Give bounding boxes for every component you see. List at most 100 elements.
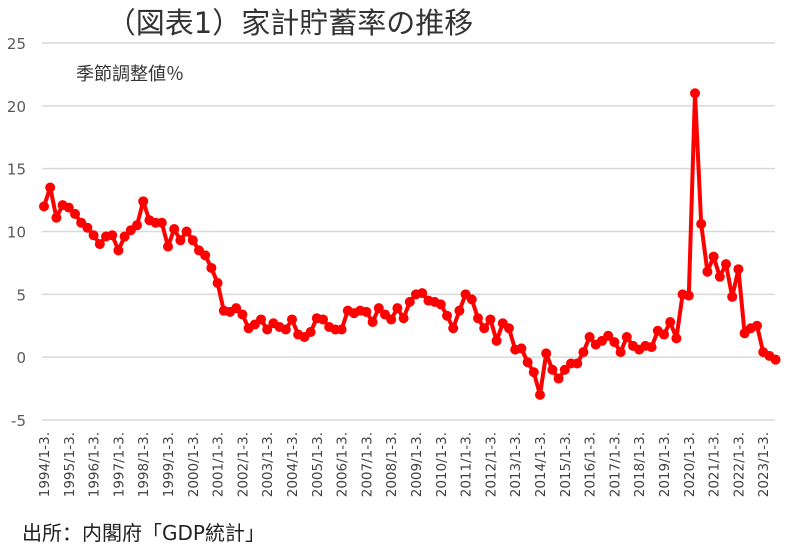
x-tick-label: 2014/1-3. <box>533 432 549 497</box>
data-point <box>559 364 570 375</box>
source-note: 出所：内閣府「GDP統計」 <box>22 521 265 545</box>
x-tick-label: 2009/1-3. <box>409 432 425 497</box>
data-point <box>138 196 149 207</box>
x-tick-label: 2013/1-3. <box>508 432 524 497</box>
x-tick-label: 1999/1-3. <box>161 432 177 497</box>
data-point <box>262 324 273 335</box>
data-point <box>417 288 428 299</box>
data-point <box>584 332 595 343</box>
x-tick-label: 2005/1-3. <box>310 432 326 497</box>
data-point <box>336 324 347 335</box>
data-point <box>659 329 669 340</box>
series-line <box>42 91 777 397</box>
data-point <box>621 332 632 343</box>
x-tick-label: 2015/1-3. <box>558 432 574 497</box>
x-tick-label: 2006/1-3. <box>335 432 351 497</box>
data-point <box>535 389 545 400</box>
data-point <box>237 309 248 320</box>
data-point <box>683 290 694 301</box>
x-tick-label: 2021/1-3. <box>707 432 723 497</box>
data-point <box>398 313 409 324</box>
x-tick-label: 2012/1-3. <box>483 432 499 497</box>
data-point <box>721 259 731 270</box>
data-point <box>287 314 297 325</box>
x-axis: 1994/1-3. 1995/1-3. 1996/1-3. 1997/1-3. 1998… <box>37 432 772 497</box>
data-point <box>733 264 744 275</box>
data-point <box>578 347 589 358</box>
data-point <box>107 230 118 241</box>
chart-subtitle: 季節調整値％ <box>76 64 184 85</box>
data-point <box>181 226 192 237</box>
data-point <box>516 343 527 354</box>
data-point <box>491 335 502 346</box>
data-point <box>175 235 186 246</box>
x-tick-label: 1994/1-3. <box>37 432 53 497</box>
data-point <box>442 310 452 321</box>
data-point <box>132 220 142 231</box>
data-point <box>696 218 707 229</box>
x-tick-label: 2001/1-3. <box>211 432 227 497</box>
data-point <box>256 314 266 325</box>
data-point <box>522 357 533 368</box>
data-point <box>702 266 713 277</box>
x-tick-label: 2000/1-3. <box>186 432 202 497</box>
data-point <box>485 314 496 325</box>
data-point <box>45 182 56 193</box>
data-point <box>609 337 620 348</box>
y-tick-label: 5 <box>16 286 26 304</box>
y-tick-label: -5 <box>11 412 26 430</box>
data-point <box>404 296 415 307</box>
x-tick-label: 1998/1-3. <box>136 432 152 497</box>
y-tick-label: 25 <box>7 35 26 53</box>
data-point <box>94 239 105 250</box>
data-point <box>39 201 49 212</box>
chart-title: （図表1）家計貯蓄率の推移 <box>107 6 473 40</box>
gridlines <box>42 42 775 421</box>
x-tick-label: 1995/1-3. <box>62 432 78 497</box>
data-point <box>547 364 558 375</box>
data-point <box>163 241 173 252</box>
data-point <box>504 323 514 334</box>
data-point <box>212 278 223 289</box>
data-point <box>665 316 676 327</box>
data-point <box>714 271 725 282</box>
y-tick-label: 20 <box>7 98 26 116</box>
y-tick-label: 15 <box>7 161 26 179</box>
data-point <box>386 314 397 325</box>
x-tick-label: 1996/1-3. <box>87 432 103 497</box>
data-point <box>603 330 614 341</box>
data-point <box>466 294 477 305</box>
x-tick-label: 2017/1-3. <box>607 432 623 497</box>
x-tick-label: 2010/1-3. <box>434 432 450 497</box>
data-point <box>373 303 384 314</box>
x-tick-label: 2011/1-3. <box>459 432 475 497</box>
data-point <box>280 324 291 335</box>
x-tick-label: 2004/1-3. <box>285 432 301 497</box>
data-point <box>200 250 211 261</box>
x-tick-label: 2020/1-3. <box>682 432 698 497</box>
y-axis: 25 20 15 10 5 0 -5 <box>7 35 26 430</box>
data-point <box>88 230 99 241</box>
x-tick-label: 1997/1-3. <box>111 432 127 497</box>
data-point <box>572 358 583 369</box>
data-point <box>70 208 80 219</box>
data-point <box>708 251 719 262</box>
y-tick-label: 10 <box>7 224 26 242</box>
data-point <box>119 231 130 242</box>
data-point <box>528 367 539 378</box>
data-point <box>473 313 483 324</box>
x-tick-label: 2016/1-3. <box>583 432 599 497</box>
data-point <box>553 373 564 384</box>
data-point <box>615 347 626 358</box>
data-point <box>367 316 378 327</box>
data-point <box>454 305 465 316</box>
data-point <box>231 303 242 314</box>
data-point <box>646 342 657 353</box>
x-tick-label: 2018/1-3. <box>632 432 648 497</box>
data-point <box>318 314 328 325</box>
x-tick-label: 2022/1-3. <box>731 432 747 497</box>
data-point <box>392 303 403 314</box>
x-tick-label: 2002/1-3. <box>235 432 251 497</box>
data-point <box>752 320 762 331</box>
